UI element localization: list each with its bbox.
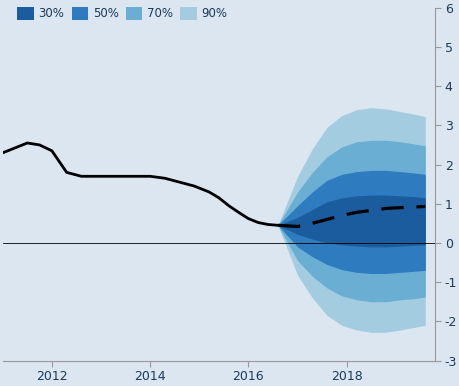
Legend: 30%, 50%, 70%, 90%: 30%, 50%, 70%, 90% [17,7,227,20]
